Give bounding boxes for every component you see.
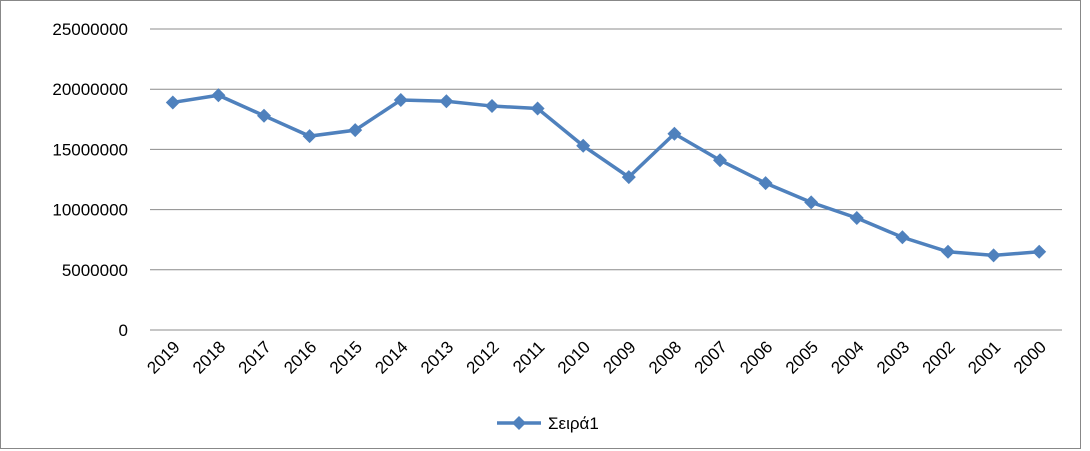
point-marker xyxy=(941,244,955,259)
y-tick-label: 25000000 xyxy=(52,20,128,39)
legend-label: Σειρά1 xyxy=(548,414,599,433)
point-marker xyxy=(986,248,1001,263)
series-line xyxy=(172,93,1040,258)
point-marker xyxy=(211,88,226,103)
point-marker xyxy=(1032,244,1047,259)
y-tick-label: 15000000 xyxy=(52,140,128,159)
point-marker xyxy=(439,94,454,109)
point-marker xyxy=(576,138,591,153)
point-marker xyxy=(530,101,545,116)
y-tick-label: 5000000 xyxy=(62,261,128,280)
y-tick-label: 10000000 xyxy=(52,201,128,220)
point-marker xyxy=(713,153,727,168)
point-marker xyxy=(302,129,317,144)
point-marker xyxy=(393,93,408,108)
point-marker xyxy=(485,99,499,114)
point-marker xyxy=(621,170,636,185)
legend-marker xyxy=(512,416,526,430)
point-marker xyxy=(804,195,819,210)
point-marker xyxy=(849,211,864,226)
point-marker xyxy=(667,126,682,141)
point-marker xyxy=(257,108,271,123)
point-marker xyxy=(165,95,180,110)
y-tick-label: 0 xyxy=(119,321,128,340)
point-marker xyxy=(758,176,773,191)
y-tick-label: 20000000 xyxy=(52,80,128,99)
point-marker xyxy=(895,230,910,245)
point-marker xyxy=(348,123,363,138)
